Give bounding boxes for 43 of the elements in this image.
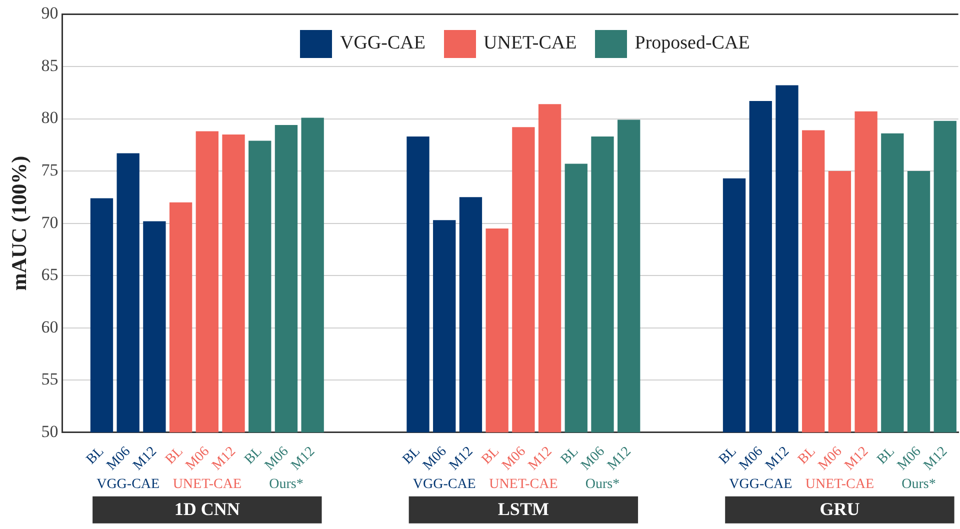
text: UNET-CAE [805, 477, 874, 492]
x-tick-label: BL [874, 444, 898, 468]
text: UNET-CAE [489, 477, 558, 492]
x-tick-label: M12 [921, 444, 951, 474]
y-axis-title: mAUC (100%) [7, 156, 32, 291]
text: Ours* [902, 477, 936, 492]
y-tick-label: 70 [41, 212, 58, 232]
text: LSTM [498, 499, 549, 520]
legend-label: Proposed-CAE [634, 31, 750, 56]
y-tick-label: 55 [41, 370, 58, 389]
y-tick-label: 65 [41, 265, 58, 284]
text: VGG-CAE [96, 477, 160, 492]
y-tick-label: 60 [41, 317, 58, 336]
x-tick-label: M12 [446, 444, 476, 474]
y-tick-label: 75 [41, 160, 58, 180]
x-tick-label: BL [796, 444, 819, 468]
x-tick-label: M12 [526, 444, 556, 474]
x-tick-label: BL [162, 444, 186, 468]
x-tick-label: BL [558, 444, 582, 468]
y-tick-label: 50 [41, 422, 58, 441]
text: 1D CNN [174, 499, 240, 520]
legend-label: VGG-CAE [339, 31, 426, 56]
x-tick-label: BL [479, 444, 502, 468]
x-tick-label: BL [84, 444, 108, 468]
x-tick-label: M12 [288, 444, 318, 474]
text: UNET-CAE [172, 477, 242, 492]
y-tick-label: 90 [41, 4, 58, 23]
text: Ours* [585, 477, 620, 492]
text: VGG-CAE [729, 477, 792, 492]
x-tick-label: BL [400, 444, 424, 468]
x-tick-label: M12 [130, 444, 160, 474]
y-tick-label: 85 [41, 56, 58, 75]
text: Ours* [269, 477, 304, 492]
x-tick-label: M12 [604, 444, 634, 474]
text: GRU [820, 499, 860, 520]
text: VGG-CAE [412, 477, 476, 492]
x-tick-label: M12 [842, 444, 872, 474]
x-tick-label: M12 [763, 444, 792, 474]
x-tick-label: BL [242, 444, 266, 468]
x-tick-label: BL [716, 444, 740, 468]
legend-label: UNET-CAE [482, 31, 577, 56]
x-tick-label: M12 [210, 444, 239, 474]
y-tick-label: 80 [41, 108, 58, 128]
